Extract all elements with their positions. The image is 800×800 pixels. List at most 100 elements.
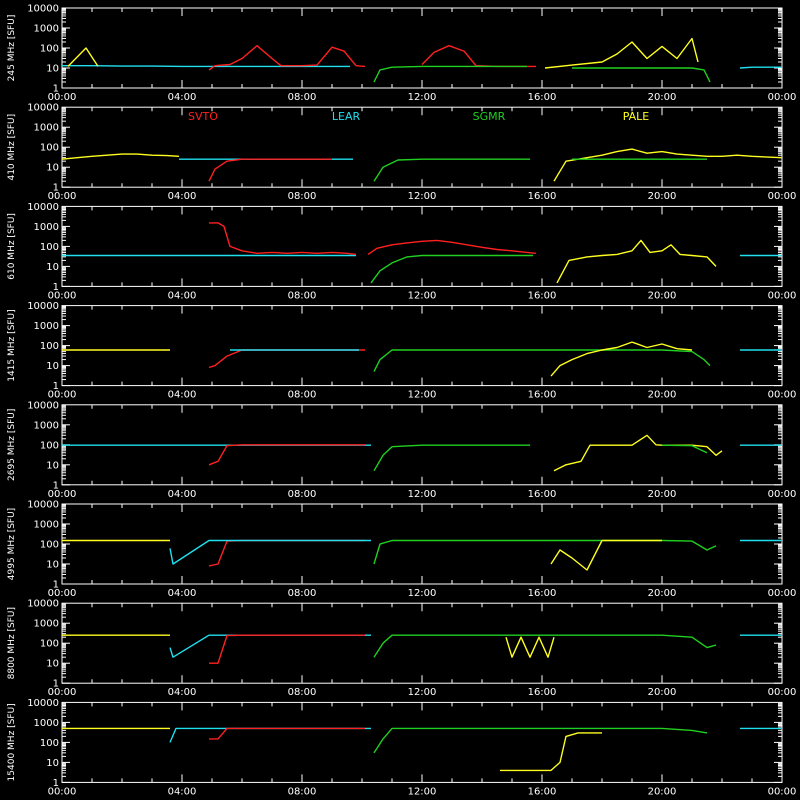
series-line-pale bbox=[550, 341, 693, 377]
y-tick-label: 10 bbox=[46, 560, 59, 571]
y-axis-label: 15400 MHz [SFU] bbox=[7, 703, 17, 781]
x-tick-label: 08:00 bbox=[288, 191, 317, 202]
y-tick-label: 10 bbox=[46, 460, 59, 471]
y-axis-label: 2695 MHz [SFU] bbox=[7, 409, 17, 481]
y-tick-label: 1000 bbox=[34, 619, 59, 630]
series-line-sgmr bbox=[373, 539, 717, 565]
x-tick-label: 08:00 bbox=[288, 588, 317, 599]
x-tick-label: 12:00 bbox=[408, 191, 437, 202]
x-tick-label: 00:00 bbox=[768, 588, 797, 599]
x-tick-label: 00:00 bbox=[48, 92, 77, 103]
series-line-svto bbox=[209, 222, 357, 256]
y-tick-label: 100 bbox=[40, 738, 59, 749]
x-tick-label: 16:00 bbox=[528, 390, 557, 401]
y-tick-label: 1 bbox=[53, 778, 59, 789]
x-tick-label: 20:00 bbox=[648, 92, 677, 103]
x-tick-label: 00:00 bbox=[48, 290, 77, 301]
y-tick-label: 10 bbox=[46, 163, 59, 174]
x-tick-label: 16:00 bbox=[528, 92, 557, 103]
y-tick-label: 10000 bbox=[27, 103, 59, 114]
x-tick-label: 12:00 bbox=[408, 92, 437, 103]
y-axis-label: 4995 MHz [SFU] bbox=[7, 508, 17, 580]
x-tick-label: 08:00 bbox=[288, 390, 317, 401]
series-line-sgmr bbox=[373, 65, 527, 83]
y-tick-label: 10 bbox=[46, 659, 59, 670]
y-axis-label: 1415 MHz [SFU] bbox=[7, 309, 17, 381]
x-tick-label: 16:00 bbox=[528, 191, 557, 202]
x-tick-label: 20:00 bbox=[648, 489, 677, 500]
x-tick-label: 00:00 bbox=[48, 489, 77, 500]
y-tick-label: 1 bbox=[53, 679, 59, 690]
y-tick-label: 10000 bbox=[27, 202, 59, 213]
series-line-pale bbox=[505, 636, 555, 658]
y-tick-label: 100 bbox=[40, 341, 59, 352]
legend-entry: LEAR bbox=[332, 110, 361, 123]
x-tick-label: 16:00 bbox=[528, 786, 557, 797]
x-tick-label: 04:00 bbox=[168, 489, 197, 500]
series-line-pale bbox=[500, 732, 602, 772]
y-tick-label: 1 bbox=[53, 381, 59, 392]
x-tick-label: 04:00 bbox=[168, 687, 197, 698]
y-tick-label: 10 bbox=[46, 758, 59, 769]
series-line-sgmr bbox=[373, 158, 530, 182]
y-tick-label: 10000 bbox=[27, 500, 59, 511]
x-tick-label: 04:00 bbox=[168, 390, 197, 401]
x-tick-label: 00:00 bbox=[48, 687, 77, 698]
x-tick-label: 20:00 bbox=[648, 588, 677, 599]
series-line-pale bbox=[556, 239, 717, 284]
x-tick-label: 16:00 bbox=[528, 588, 557, 599]
x-tick-label: 16:00 bbox=[528, 489, 557, 500]
y-tick-label: 1000 bbox=[34, 123, 59, 134]
legend-entry: PALE bbox=[623, 110, 650, 123]
y-tick-label: 10 bbox=[46, 361, 59, 372]
y-tick-label: 100 bbox=[40, 143, 59, 154]
series-line-sgmr bbox=[370, 254, 533, 284]
y-tick-label: 1000 bbox=[34, 420, 59, 431]
y-tick-label: 10 bbox=[46, 262, 59, 273]
series-line-svto bbox=[208, 444, 365, 466]
y-tick-label: 1 bbox=[53, 183, 59, 194]
x-tick-label: 04:00 bbox=[168, 786, 197, 797]
series-line-svto bbox=[209, 634, 365, 664]
x-tick-label: 12:00 bbox=[408, 687, 437, 698]
series-line-lear bbox=[739, 66, 782, 69]
y-axis-label: 8800 MHz [SFU] bbox=[7, 607, 17, 679]
x-tick-label: 12:00 bbox=[408, 786, 437, 797]
series-line-sgmr bbox=[373, 444, 530, 472]
x-tick-label: 08:00 bbox=[288, 786, 317, 797]
y-tick-label: 10000 bbox=[27, 400, 59, 411]
y-tick-label: 100 bbox=[40, 242, 59, 253]
y-tick-label: 1 bbox=[53, 580, 59, 591]
x-tick-label: 04:00 bbox=[168, 290, 197, 301]
y-tick-label: 100 bbox=[40, 639, 59, 650]
series-line-pale bbox=[553, 434, 723, 472]
y-tick-label: 1 bbox=[53, 480, 59, 491]
x-tick-label: 00:00 bbox=[48, 390, 77, 401]
x-tick-label: 04:00 bbox=[168, 588, 197, 599]
x-tick-label: 20:00 bbox=[648, 290, 677, 301]
x-tick-label: 08:00 bbox=[288, 92, 317, 103]
y-tick-label: 10 bbox=[46, 64, 59, 75]
y-tick-label: 1000 bbox=[34, 718, 59, 729]
series-line-pale bbox=[544, 37, 699, 69]
x-tick-label: 00:00 bbox=[768, 489, 797, 500]
legend-entry: SVTO bbox=[188, 110, 218, 123]
legend-entry: SGMR bbox=[473, 110, 506, 123]
x-tick-label: 00:00 bbox=[48, 786, 77, 797]
series-line-sgmr bbox=[373, 349, 711, 372]
series-line-pale bbox=[553, 148, 783, 182]
series-line-svto bbox=[208, 45, 366, 71]
x-tick-label: 08:00 bbox=[288, 687, 317, 698]
series-line-lear bbox=[169, 539, 371, 565]
y-tick-label: 100 bbox=[40, 440, 59, 451]
x-tick-label: 12:00 bbox=[408, 588, 437, 599]
y-axis-label: 610 MHz [SFU] bbox=[7, 213, 17, 280]
y-tick-label: 100 bbox=[40, 540, 59, 551]
x-tick-label: 08:00 bbox=[288, 290, 317, 301]
x-tick-label: 00:00 bbox=[48, 588, 77, 599]
x-tick-label: 12:00 bbox=[408, 290, 437, 301]
y-tick-label: 1000 bbox=[34, 321, 59, 332]
y-tick-label: 1000 bbox=[34, 222, 59, 233]
